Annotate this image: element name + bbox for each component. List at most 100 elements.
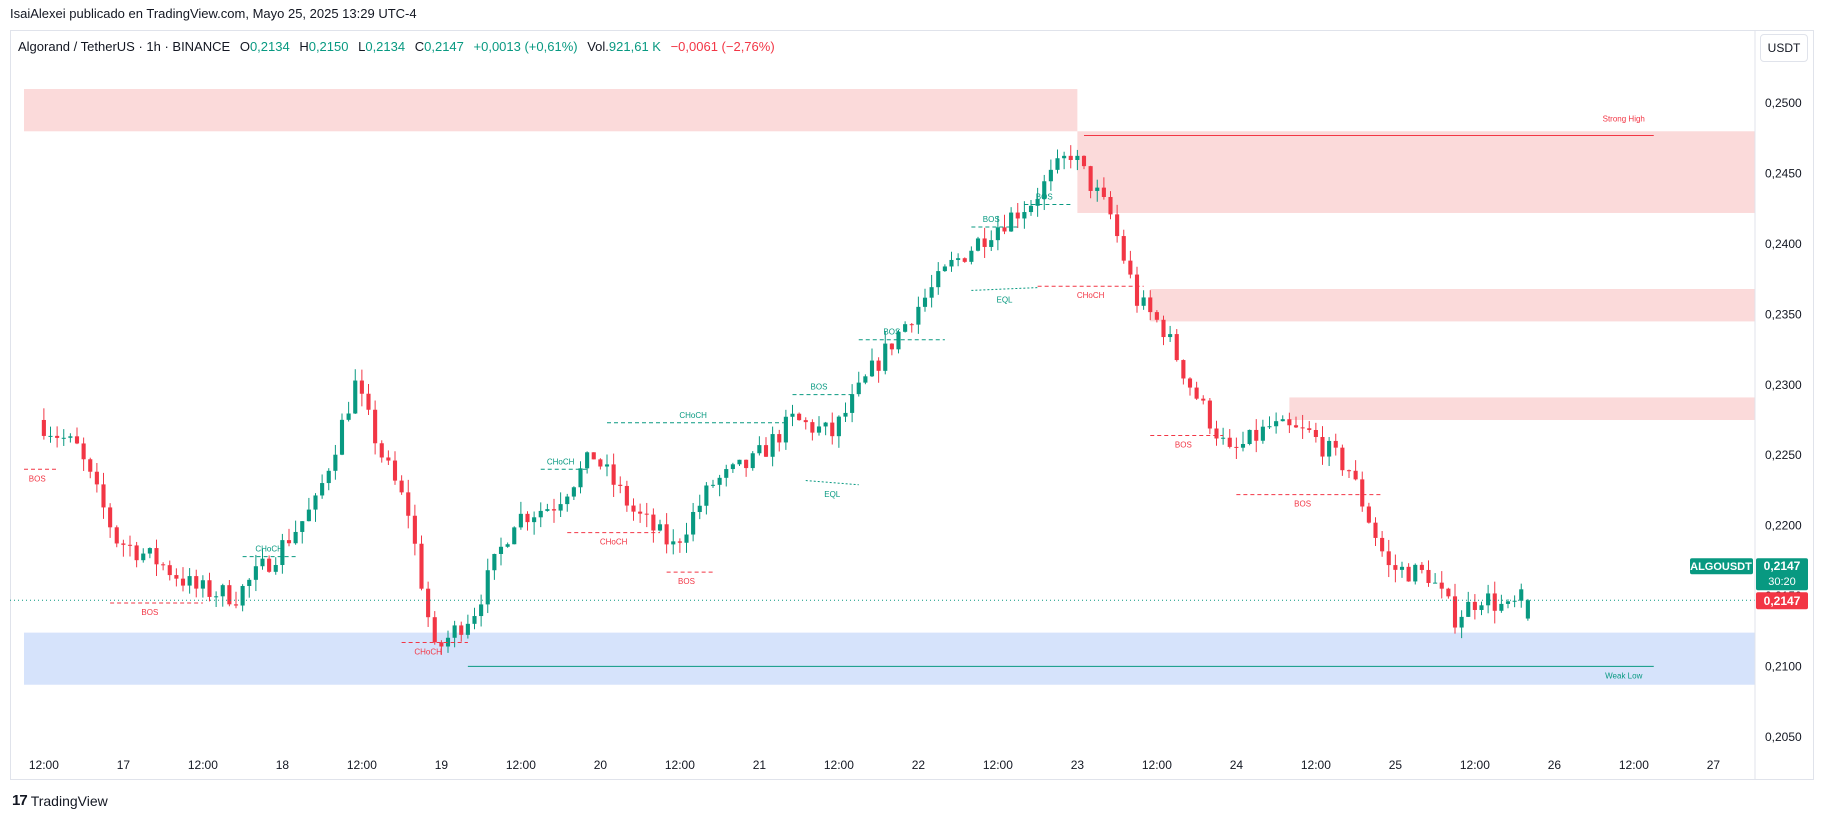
candle-body <box>797 413 802 421</box>
candle-body <box>830 422 835 437</box>
candle-body <box>1028 205 1034 213</box>
x-tick-label: 23 <box>1071 758 1085 772</box>
candle-body <box>532 517 537 523</box>
candle-body <box>1360 479 1365 507</box>
y-tick-label: 0,2050 <box>1765 730 1802 744</box>
candle-body <box>121 543 126 545</box>
x-tick-label: 27 <box>1707 758 1721 772</box>
candle-body <box>691 511 696 535</box>
candle-body <box>267 558 272 572</box>
candle-body <box>1108 196 1113 215</box>
candle-body <box>187 576 192 586</box>
price-badge-value: 0,2147 <box>1764 559 1801 573</box>
candle-body <box>1207 400 1212 429</box>
candle-body <box>1406 566 1411 582</box>
candle-body <box>1433 582 1438 584</box>
candle-body <box>273 564 278 572</box>
x-tick-label: 21 <box>753 758 767 772</box>
candle-body <box>538 510 543 518</box>
candle-body <box>1154 312 1159 320</box>
structure-label: BOS <box>883 328 900 337</box>
candle-body <box>108 507 113 528</box>
currency-button[interactable]: USDT <box>1760 34 1808 62</box>
candle-body <box>472 616 477 624</box>
candle-body <box>373 409 378 444</box>
candle-body <box>386 457 391 461</box>
candle-body <box>638 511 643 514</box>
candle-body <box>339 419 345 455</box>
candle-body <box>836 416 841 437</box>
candle-body <box>1254 429 1259 441</box>
candle-body <box>399 480 404 493</box>
candle-body <box>326 470 331 484</box>
candle-body <box>147 548 152 554</box>
y-tick-label: 0,2300 <box>1765 378 1802 392</box>
candle-body <box>498 546 504 554</box>
candle-body <box>677 541 682 543</box>
structure-label: BOS <box>1036 193 1053 202</box>
candle-body <box>320 483 325 496</box>
open-label: O <box>239 39 250 54</box>
open-value: 0,2134 <box>249 39 290 54</box>
candle-body <box>823 422 828 427</box>
candle-body <box>975 238 981 251</box>
candle-body <box>1300 427 1305 429</box>
y-tick-label: 0,2400 <box>1765 237 1802 251</box>
eql-line <box>805 480 859 486</box>
candle-body <box>604 464 610 467</box>
candle-body <box>1399 566 1405 570</box>
candle-body <box>161 564 166 566</box>
symbol-name[interactable]: Algorand / TetherUS · 1h · BINANCE <box>18 39 231 54</box>
candle-body <box>869 360 875 377</box>
candle-body <box>651 514 656 531</box>
candle-body <box>936 271 941 288</box>
candle-body <box>1042 181 1047 200</box>
candle-body <box>154 548 159 565</box>
candle-body <box>313 495 318 510</box>
candle-body <box>916 306 921 325</box>
candle-body <box>1148 297 1153 313</box>
x-tick-label: 12:00 <box>188 758 218 772</box>
candle-body <box>1439 582 1444 589</box>
candle-body <box>68 436 73 438</box>
structure-label: BOS <box>1294 500 1311 509</box>
candle-body <box>551 509 557 511</box>
extreme-label: Strong High <box>1603 115 1645 124</box>
extreme-label: Weak Low <box>1605 671 1642 680</box>
candle-body <box>293 531 298 544</box>
candle-body <box>353 380 358 414</box>
candle-body <box>445 637 451 647</box>
candle-body <box>240 585 245 606</box>
candle-body <box>359 380 364 394</box>
candle-body <box>922 297 928 307</box>
candle-body <box>1141 297 1146 306</box>
tradingview-logo-icon: 17 <box>12 792 28 809</box>
candle-body <box>1413 564 1418 582</box>
candle-body <box>631 505 636 512</box>
candle-body <box>856 382 861 395</box>
candle-body <box>1247 429 1252 444</box>
candle-body <box>863 376 868 383</box>
candle-body <box>909 324 914 326</box>
candle-body <box>1426 569 1431 583</box>
candle-body <box>419 543 424 589</box>
chart-frame <box>10 30 1814 780</box>
tradingview-brand[interactable]: 17 TradingView <box>12 792 108 809</box>
candle-body <box>1320 436 1325 457</box>
candle-body <box>737 459 742 465</box>
structure-label: BOS <box>29 474 46 483</box>
x-tick-label: 12:00 <box>29 758 59 772</box>
candle-body <box>995 227 1000 241</box>
candle-body <box>757 445 762 454</box>
x-tick-label: 12:00 <box>347 758 377 772</box>
candle-body <box>969 250 974 262</box>
symbol-badge: ALGOUSDT <box>1690 558 1753 575</box>
candle-body <box>578 468 583 488</box>
candle-body <box>1055 158 1060 170</box>
candle-body <box>850 394 855 413</box>
candle-body <box>1181 360 1186 379</box>
candle-body <box>280 540 285 565</box>
candle-body <box>286 540 292 544</box>
candle-body <box>558 504 563 511</box>
